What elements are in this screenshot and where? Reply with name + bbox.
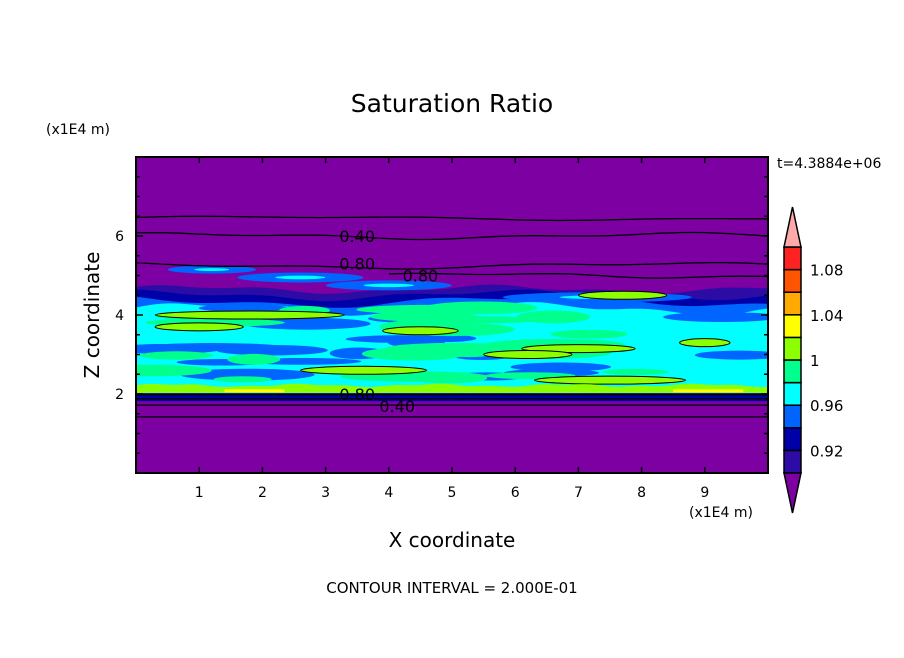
chart-title: Saturation Ratio (351, 89, 553, 118)
colorbar-over-triangle (783, 206, 802, 248)
streak-1.00 (300, 365, 428, 375)
streak-0.98 (384, 342, 523, 355)
contour-label: 0.40 (379, 397, 415, 416)
streak-0.94 (345, 335, 457, 343)
colorbar-swatch-0.96 (783, 381, 802, 406)
blob-0.96 (194, 268, 230, 272)
x-tick-label: 8 (637, 485, 646, 501)
streak-1.00 (483, 350, 573, 359)
colorbar-swatch-1.08 (783, 246, 802, 271)
contour-line-0.00 (136, 215, 768, 222)
y-tick-label: 4 (115, 308, 124, 324)
colorbar-tick-label: 1.04 (810, 307, 843, 325)
streak-1.00 (679, 338, 731, 348)
band-1.00-bottom (136, 383, 768, 394)
y-tick-label: 2 (115, 387, 124, 403)
colorbar-swatch-1 (783, 336, 802, 361)
colorbar-tick-label: 0.96 (810, 397, 843, 415)
contour-line-0.80b (388, 272, 768, 279)
streak-1.00 (578, 290, 668, 300)
streak-1.00 (154, 310, 345, 320)
contour-labels: 0.400.800.800.800.40 (339, 227, 438, 416)
colorbar-swatch-0.94 (783, 404, 802, 429)
x-tick-label: 5 (448, 485, 457, 501)
colorbar-tick-label: 0.92 (810, 442, 843, 460)
x-tick-label: 6 (511, 485, 520, 501)
streak-0.94 (216, 345, 328, 356)
streak-0.98 (550, 329, 628, 339)
x-tick-label: 4 (384, 485, 393, 501)
blob-0.96 (275, 275, 326, 280)
contour-label: 0.80 (339, 385, 375, 404)
y-tick-label: 6 (115, 229, 124, 245)
axes: 1 2 3 4 5 6 7 8 9 2 4 6 (115, 157, 768, 501)
streak-0.98 (136, 364, 212, 377)
streak-0.98 (602, 368, 669, 375)
contour-label: 0.80 (403, 267, 439, 286)
blob-0.96 (363, 283, 414, 288)
streak-0.94 (694, 350, 768, 360)
colorbar-swatch-0.92 (783, 427, 802, 452)
contour-line-0.80 (136, 261, 768, 270)
streak-0.98 (139, 351, 214, 360)
streak-0.94 (663, 312, 768, 322)
streak-1.00 (382, 326, 459, 336)
contour-label: 0.80 (339, 255, 375, 274)
y-axis-label: Z coordinate (80, 252, 104, 379)
colorbar-swatch-0.9 (783, 449, 802, 474)
colorbar-under-triangle (783, 472, 802, 514)
x-tick-label: 9 (700, 485, 709, 501)
x-tick-label: 1 (195, 485, 204, 501)
band-0.92-bottom (136, 393, 768, 402)
streak-0.94 (510, 362, 611, 372)
x-axis-label: X coordinate (389, 528, 516, 552)
y-unit-label: (x1E4 m) (46, 122, 110, 138)
contour-label: 0.40 (339, 227, 375, 246)
colorbar-tick-label: 1 (810, 352, 820, 370)
streak-1.00 (533, 375, 687, 385)
streak-0.94 (136, 343, 222, 354)
x-tick-label: 7 (574, 485, 583, 501)
colorbar-swatch-1.04 (783, 291, 802, 316)
band-1.02-bottom (673, 389, 744, 393)
contour-interval-footer: CONTOUR INTERVAL = 2.000E-01 (326, 579, 577, 597)
plot-area (136, 157, 768, 473)
colorbar-tick-label: 1.08 (810, 262, 843, 280)
contour-lines (136, 215, 768, 418)
colorbar-swatch-1.02 (783, 314, 802, 339)
colorbar-swatch-0.98 (783, 359, 802, 384)
x-tick-label: 2 (258, 485, 267, 501)
streak-0.98 (213, 376, 272, 383)
streak-1.00 (154, 322, 244, 332)
x-tick-label: 3 (321, 485, 330, 501)
streak-0.98 (423, 301, 538, 315)
x-unit-label: (x1E4 m) (689, 505, 753, 521)
streak-0.94 (180, 368, 315, 381)
colorbar-swatch-1.06 (783, 268, 802, 293)
contour-line-0.40 (136, 231, 768, 241)
streak-0.94 (198, 304, 289, 312)
colorbar: 1.08 1.04 1 0.96 0.92 (783, 206, 843, 514)
streak-0.98 (227, 353, 281, 365)
time-label: t=4.3884e+06 (777, 156, 881, 172)
band-1.02-bottom (224, 389, 285, 393)
